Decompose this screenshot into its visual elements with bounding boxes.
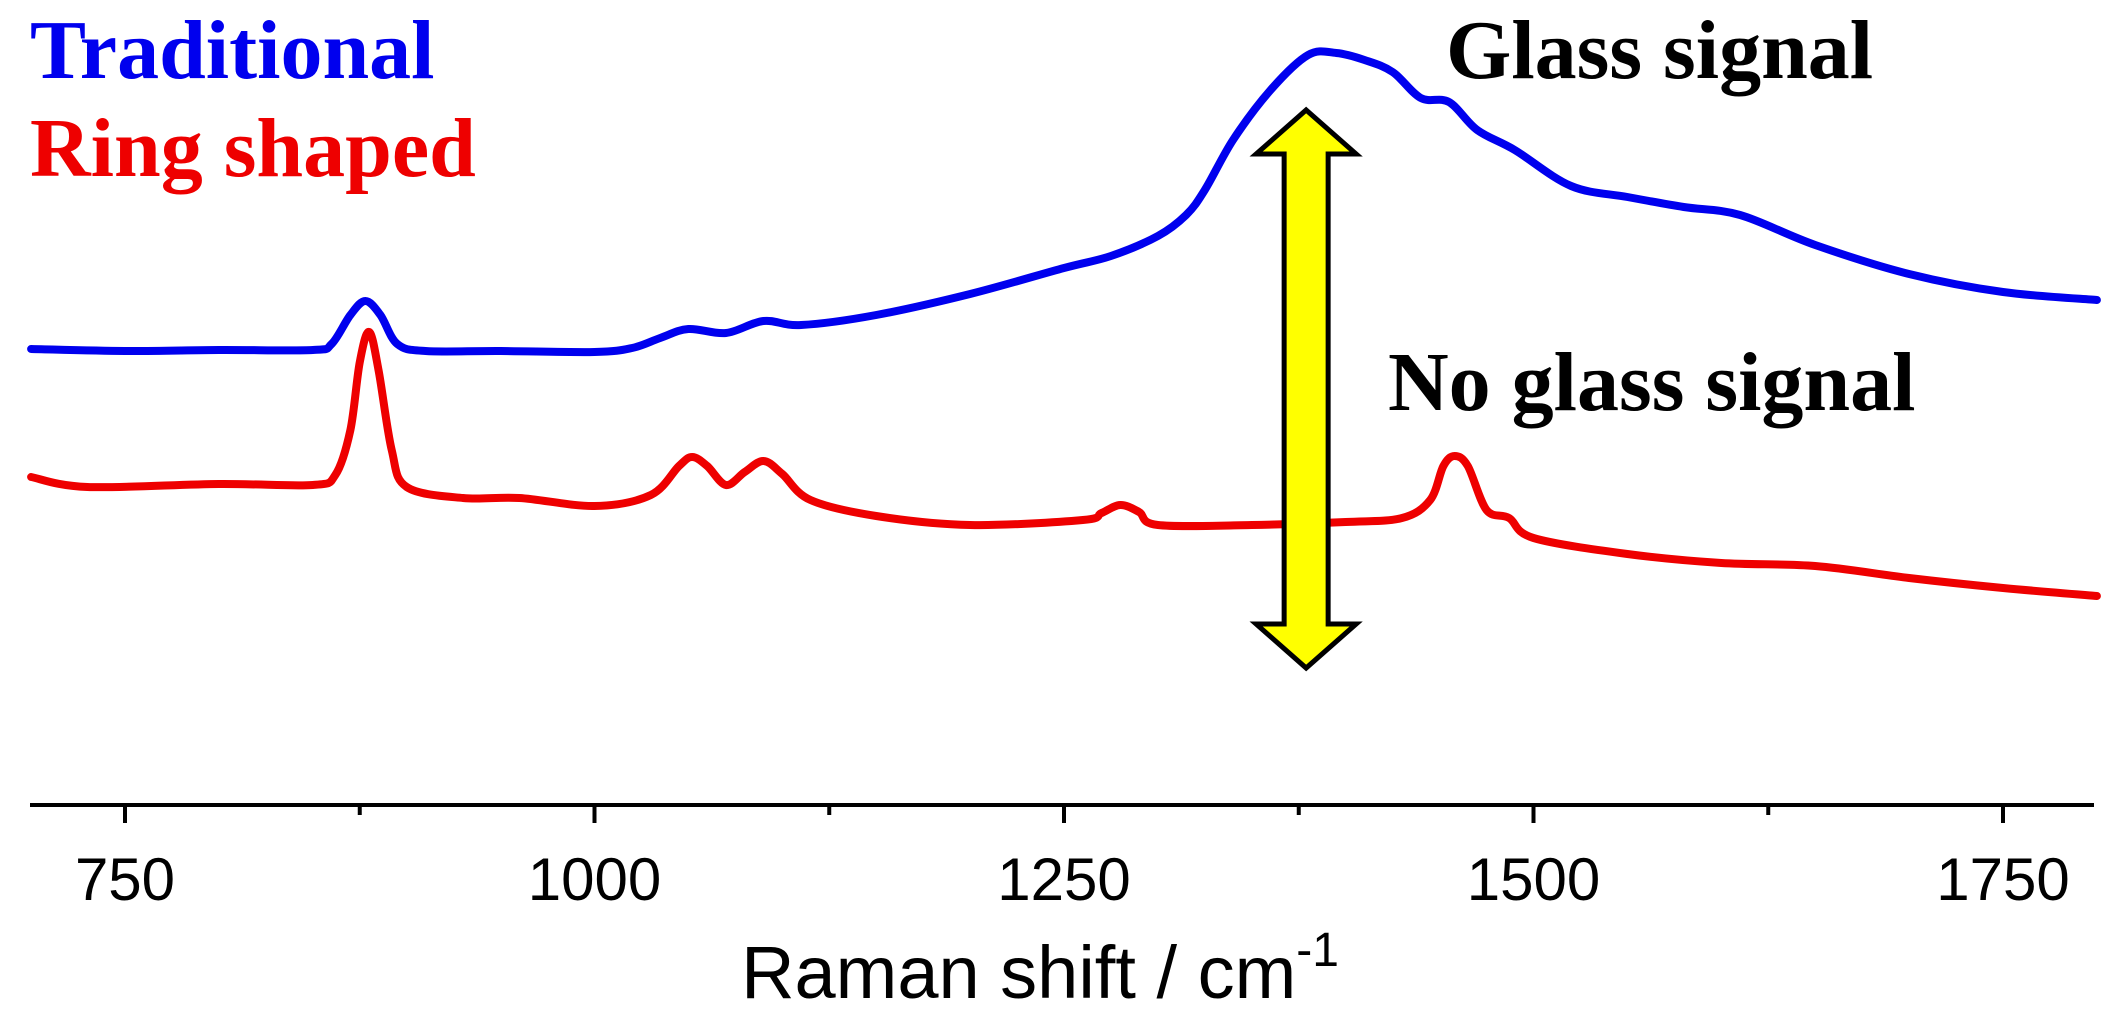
x-tick-label: 1500 [1467, 846, 1600, 913]
legend-ring-shaped: Ring shaped [30, 102, 476, 195]
x-axis-title: Raman shift / cm-1 [741, 924, 1339, 1010]
series-line-ring-shaped [27, 328, 2101, 600]
x-tick-label: 1750 [1936, 846, 2069, 913]
glass-signal-label: Glass signal [1446, 4, 1873, 97]
series-line-traditional [27, 47, 2101, 357]
series-layer [27, 47, 2101, 600]
x-tick-label: 1250 [997, 846, 1130, 913]
double-arrow-icon [1249, 106, 1363, 672]
x-axis: 750 1000 1250 1500 1750 [30, 803, 2094, 913]
x-axis-title-main: Raman shift / cm [741, 931, 1296, 1010]
no-glass-signal-label: No glass signal [1388, 336, 1915, 429]
legend-traditional: Traditional [30, 4, 435, 97]
x-tick-label: 750 [75, 846, 175, 913]
x-axis-title-superscript: -1 [1296, 924, 1339, 977]
double-arrow-annotation [1249, 106, 1363, 672]
x-tick-label: 1000 [528, 846, 661, 913]
